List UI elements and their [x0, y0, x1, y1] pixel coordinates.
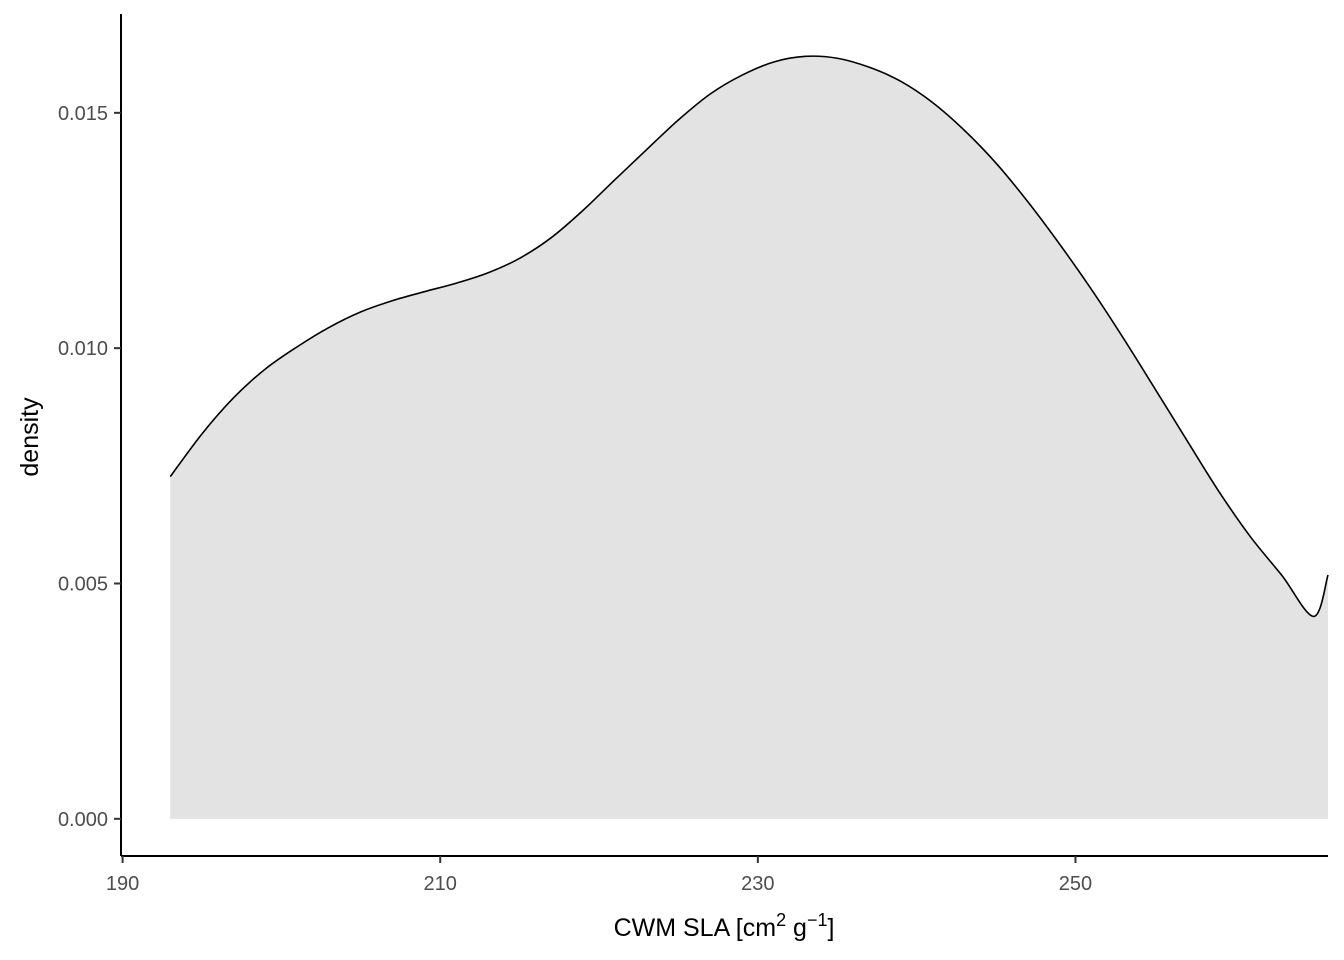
x-tick-label: 250 [1059, 873, 1092, 895]
x-axis-title-end: ] [827, 914, 834, 942]
x-axis-title-superscript-2: −1 [807, 910, 828, 930]
y-axis-title: density [16, 397, 44, 477]
y-tick-label: 0.010 [58, 338, 108, 360]
x-axis-title-mid: g [786, 914, 807, 942]
y-tick-label: 0.000 [58, 809, 108, 831]
density-curve-0 [169, 55, 1329, 618]
x-axis-title-main: CWM SLA [cm [614, 914, 777, 942]
density-area-0 [170, 56, 1329, 819]
x-axis-title-superscript-1: 2 [776, 910, 786, 930]
x-tick-label: 210 [424, 873, 457, 895]
plot-area [169, 55, 1329, 819]
x-axis: 190 210 230 250 [106, 855, 1328, 895]
y-axis: 0.000 0.005 0.010 0.015 [58, 14, 122, 856]
x-tick-label: 190 [106, 873, 139, 895]
y-tick-label: 0.015 [58, 103, 108, 125]
y-tick-label: 0.005 [58, 573, 108, 595]
x-tick-label: 230 [741, 873, 774, 895]
x-axis-title: CWM SLA [cm2 g−1] [614, 910, 835, 942]
